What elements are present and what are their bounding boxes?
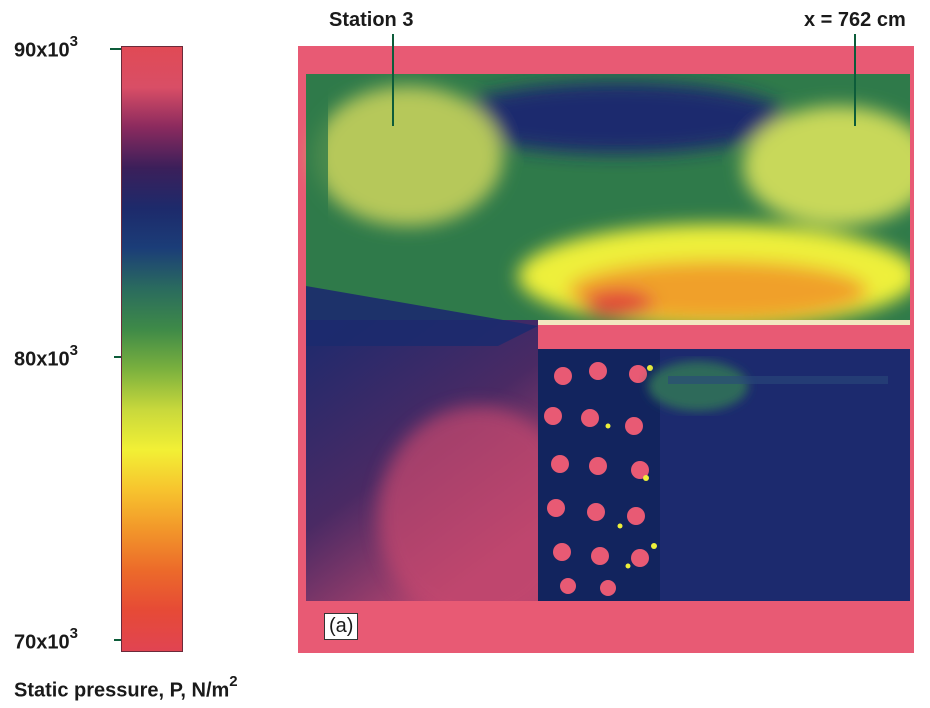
station-leader-line (392, 34, 394, 126)
pressure-colorbar (121, 46, 183, 652)
position-label: x = 762 cm (804, 9, 906, 31)
colorbar-tick-80k: 80x103 (14, 342, 78, 371)
lower-left-region (306, 286, 578, 626)
colorbar-tick-70k: 70x103 (14, 625, 78, 654)
station-label: Station 3 (329, 9, 414, 31)
position-leader-line (854, 34, 856, 126)
colorbar-tick-90k: 90x103 (14, 33, 78, 62)
splitter-plate (538, 320, 914, 325)
tube-bank-region (538, 349, 660, 601)
bottom-strip (298, 601, 914, 653)
lower-right-region (648, 349, 910, 601)
colorbar-axis-label: Static pressure, P, N/m2 (14, 673, 238, 702)
upper-channel-region (306, 74, 914, 328)
panel-label: (a) (324, 613, 359, 640)
pressure-field-image (298, 46, 914, 653)
